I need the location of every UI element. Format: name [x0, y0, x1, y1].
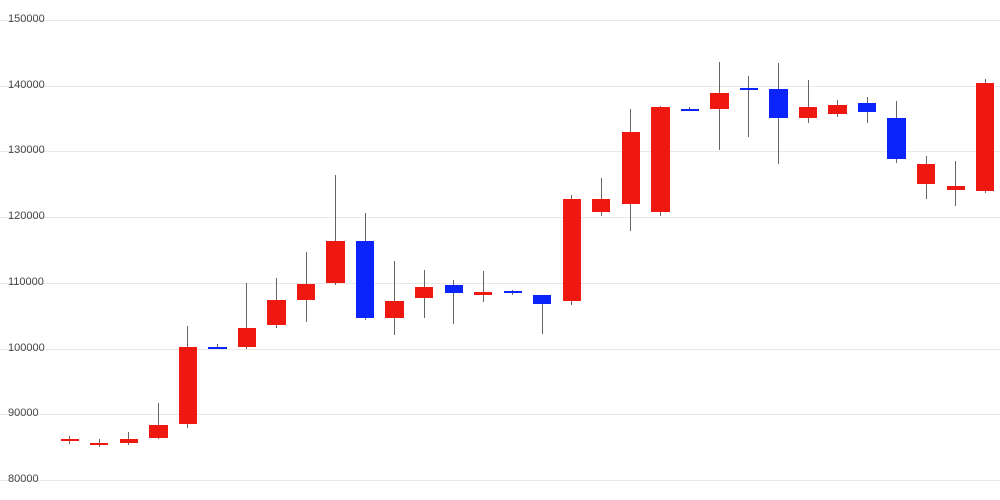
candle-body — [976, 83, 994, 191]
candle-wick — [394, 261, 395, 335]
y-axis-label: 130000 — [8, 144, 45, 156]
candle-body — [592, 199, 610, 213]
candle-body — [828, 105, 846, 115]
candle-wick — [748, 76, 749, 138]
candle-body — [238, 328, 256, 347]
y-axis-label: 150000 — [8, 13, 45, 25]
candle-body — [887, 118, 905, 159]
candle-body — [120, 439, 138, 443]
candle-body — [415, 287, 433, 298]
gridline — [0, 20, 1000, 21]
candle-body — [504, 291, 522, 293]
candle-body — [445, 285, 463, 293]
gridline — [0, 480, 1000, 481]
candle-body — [297, 284, 315, 300]
candle-body — [179, 347, 197, 424]
y-axis-label: 140000 — [8, 79, 45, 91]
candle-body — [356, 241, 374, 318]
candle-body — [474, 292, 492, 295]
candle-body — [681, 109, 699, 111]
candle-body — [947, 186, 965, 190]
candle-body — [208, 347, 226, 349]
candle-body — [710, 93, 728, 109]
candlestick-chart: 80000 90000 100000 110000 120000 130000 140000… — [0, 0, 1000, 500]
gridline — [0, 283, 1000, 284]
candle-body — [533, 295, 551, 304]
gridline — [0, 151, 1000, 152]
y-axis-label: 120000 — [8, 210, 45, 222]
y-axis-label: 90000 — [8, 407, 39, 419]
candle-wick — [483, 271, 484, 302]
candle-body — [769, 89, 787, 118]
candle-wick — [955, 161, 956, 206]
candle-body — [622, 132, 640, 204]
candle-body — [858, 103, 876, 112]
y-axis-label: 110000 — [8, 276, 44, 288]
candle-body — [90, 443, 108, 445]
candle-body — [740, 88, 758, 90]
gridline — [0, 217, 1000, 218]
candle-body — [563, 199, 581, 302]
y-axis-label: 100000 — [8, 342, 45, 354]
gridline — [0, 349, 1000, 350]
candle-body — [385, 301, 403, 318]
candle-body — [326, 241, 344, 283]
candle-body — [917, 164, 935, 184]
candle-body — [267, 300, 285, 325]
gridline — [0, 414, 1000, 415]
gridline — [0, 86, 1000, 87]
candle-body — [61, 439, 79, 441]
candle-body — [651, 107, 669, 212]
y-axis-label: 80000 — [8, 473, 39, 485]
candle-body — [149, 425, 167, 438]
candle-body — [799, 107, 817, 119]
